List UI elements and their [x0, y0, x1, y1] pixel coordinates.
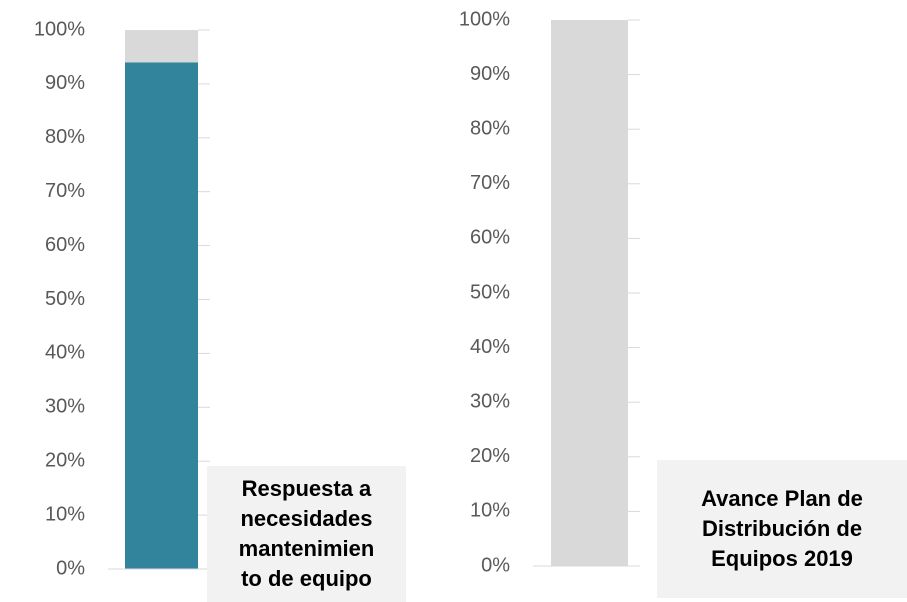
- y-tick-label: 0%: [56, 557, 85, 579]
- y-tick-label: 70%: [470, 172, 510, 194]
- bar-segment: [125, 30, 198, 63]
- y-tick-label: 10%: [45, 503, 85, 525]
- y-tick-label: 80%: [470, 117, 510, 139]
- y-tick-label: 70%: [45, 180, 85, 202]
- y-tick-label: 100%: [459, 8, 510, 30]
- y-tick-label: 90%: [45, 72, 85, 94]
- y-tick-label: 30%: [470, 390, 510, 412]
- y-tick-label: 40%: [470, 336, 510, 358]
- y-tick-label: 50%: [45, 288, 85, 310]
- y-tick-label: 60%: [470, 227, 510, 249]
- y-tick-label: 10%: [470, 500, 510, 522]
- bar-segment: [551, 20, 628, 566]
- y-tick-label: 60%: [45, 234, 85, 256]
- chart-title: Respuesta a necesidades mantenimien to d…: [207, 466, 406, 602]
- y-tick-label: 20%: [45, 449, 85, 471]
- y-tick-label: 80%: [45, 126, 85, 148]
- y-tick-label: 30%: [45, 396, 85, 418]
- y-tick-label: 0%: [481, 554, 510, 576]
- chart-title: Avance Plan de Distribución de Equipos 2…: [657, 460, 907, 598]
- y-tick-label: 50%: [470, 281, 510, 303]
- y-tick-label: 40%: [45, 342, 85, 364]
- bar-segment: [125, 62, 198, 570]
- y-tick-label: 100%: [34, 18, 85, 40]
- y-tick-label: 90%: [470, 63, 510, 85]
- y-tick-label: 20%: [470, 445, 510, 467]
